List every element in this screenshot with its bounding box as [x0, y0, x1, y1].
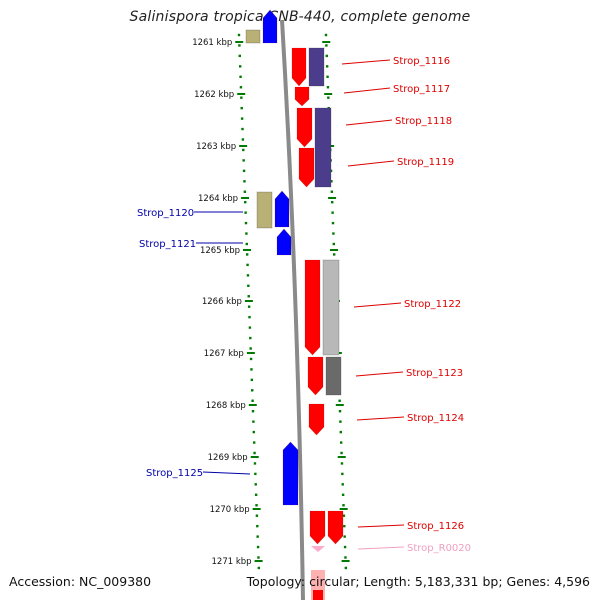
rna-marker-strop-r0020	[311, 546, 325, 552]
cog-box-strop-1118	[314, 107, 332, 188]
gene-arrow-strop-1122	[304, 259, 321, 356]
gene-arrow-strop-1117	[294, 86, 310, 107]
topology-label: Topology: circular; Length: 5,183,331 bp…	[246, 574, 590, 589]
gene-arrow-strop-1119	[298, 147, 315, 188]
feature-label-strop-1121: Strop_1121	[139, 239, 196, 250]
feature-label-strop-1126: Strop_1126	[407, 521, 464, 532]
feature-label-strop-1124: Strop_1124	[407, 413, 464, 424]
cog-box-strop-1116	[308, 47, 325, 87]
leader-line-strop-1125	[202, 471, 251, 475]
feature-label-strop-1117: Strop_1117	[393, 84, 450, 95]
gene-arrow-partial	[262, 9, 278, 44]
leader-line-strop-1122	[353, 302, 402, 308]
kbp-tick-label: 1269 kbp	[208, 453, 248, 463]
genome-backbone	[280, 19, 305, 600]
leader-line-strop-1116	[341, 59, 391, 65]
kbp-tick-label: 1264 kbp	[198, 194, 238, 204]
feature-label-strop-1116: Strop_1116	[393, 56, 450, 67]
gene-arrow-strop-1126	[309, 510, 326, 545]
feature-label-strop-1120: Strop_1120	[137, 208, 194, 219]
kbp-tick-label: 1268 kbp	[206, 401, 246, 411]
leader-line-strop-1126	[357, 524, 405, 528]
kbp-tick-label: 1270 kbp	[210, 505, 250, 515]
gene-arrow-strop-1123	[307, 356, 324, 396]
kbp-tick-label: 1261 kbp	[192, 38, 232, 48]
kbp-tick-label: 1266 kbp	[202, 297, 242, 307]
gene-arrow-strop-1126	[327, 510, 344, 545]
feature-label-strop-1123: Strop_1123	[406, 368, 463, 379]
feature-label-strop-1119: Strop_1119	[397, 157, 454, 168]
gene-arrow-partial-bottom-core	[313, 590, 323, 600]
leader-line-strop-1117	[343, 87, 391, 94]
leader-line-strop-1124	[356, 416, 405, 421]
leader-line-strop-1123	[355, 371, 404, 377]
cog-box-strop-1123	[325, 356, 342, 396]
gene-arrow-strop-1118	[296, 107, 313, 148]
kbp-tick-label: 1271 kbp	[212, 557, 252, 567]
accession-label: Accession: NC_009380	[9, 574, 152, 589]
kbp-tick-label: 1265 kbp	[200, 246, 240, 256]
gene-arrow-strop-1125	[282, 441, 299, 506]
leader-line-strop-1118	[345, 119, 393, 126]
cog-box-strop-1122	[322, 259, 340, 356]
feature-label-strop-1118: Strop_1118	[395, 116, 452, 127]
feature-label-strop-r0020: Strop_R0020	[407, 543, 471, 554]
kbp-tick-label: 1263 kbp	[196, 142, 236, 152]
tick-dots-left	[237, 33, 261, 570]
genome-title: Salinispora tropica CNB-440, complete ge…	[129, 9, 471, 25]
kbp-tick-label: 1267 kbp	[204, 349, 244, 359]
leader-line-strop-1119	[347, 160, 395, 167]
feature-label-strop-1122: Strop_1122	[404, 299, 461, 310]
feature-label-strop-1125: Strop_1125	[146, 468, 203, 479]
cog-box-strop-1120	[256, 191, 273, 229]
gene-arrow-strop-1120	[274, 190, 290, 228]
leader-line-strop-r0020	[357, 546, 405, 550]
gene-arrow-strop-1124	[308, 403, 325, 436]
gene-arrow-strop-1116	[291, 47, 307, 87]
gene-arrow-strop-1121	[276, 228, 292, 256]
kbp-tick-label: 1262 kbp	[194, 90, 234, 100]
cog-box-partial	[245, 29, 261, 44]
